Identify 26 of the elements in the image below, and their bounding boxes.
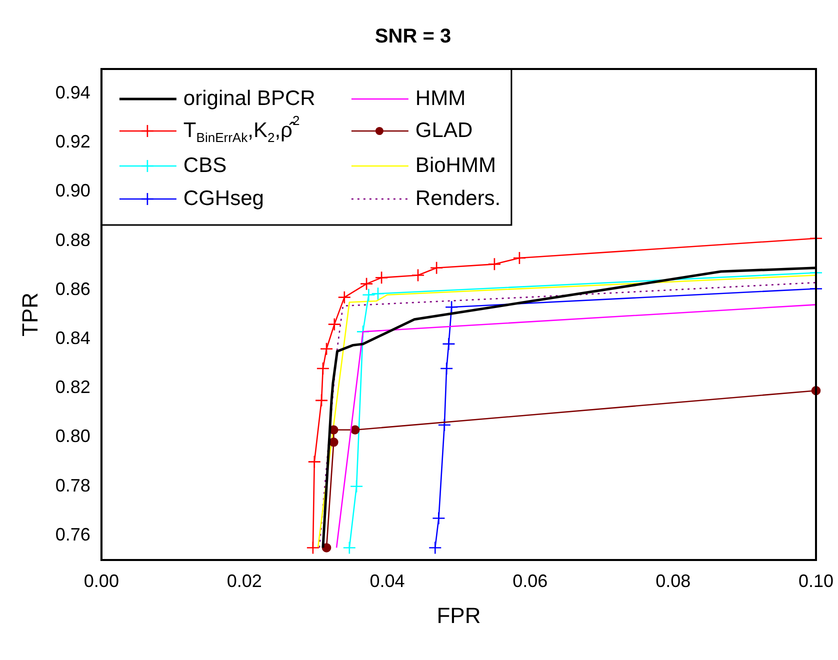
legend-label: original BPCR: [183, 86, 316, 110]
y-tick-label: 0.94: [55, 82, 90, 103]
y-tick-label: 0.80: [55, 426, 90, 446]
x-tick-label: 0.10: [798, 570, 834, 591]
x-tick-label: 0.06: [512, 570, 548, 591]
y-tick-label: 0.84: [55, 328, 90, 348]
legend-label: BioHMM: [415, 154, 496, 177]
y-tick-label: 0.90: [55, 180, 90, 201]
legend-label: CGHseg: [183, 186, 264, 210]
x-tick-label: 0.08: [656, 570, 691, 591]
legend-label: Renders.: [415, 186, 501, 210]
x-tick-label: 0.02: [226, 570, 262, 591]
legend-label: CBS: [183, 154, 227, 177]
legend-label: GLAD: [415, 118, 473, 142]
y-tick-label: 0.78: [55, 475, 90, 496]
y-tick-label: 0.82: [55, 377, 90, 398]
legend-label: HMM: [415, 86, 466, 110]
y-axis-title: TPR: [17, 292, 42, 336]
y-tick-label: 0.76: [55, 524, 90, 544]
y-tick-label: 0.92: [55, 132, 90, 152]
x-tick-label: 0.00: [84, 570, 119, 591]
chart-title: SNR = 3: [374, 26, 452, 48]
y-tick-label: 0.88: [55, 230, 90, 250]
y-tick-label: 0.86: [55, 278, 90, 299]
x-axis-title: FPR: [436, 602, 481, 628]
x-tick-label: 0.04: [370, 570, 405, 591]
